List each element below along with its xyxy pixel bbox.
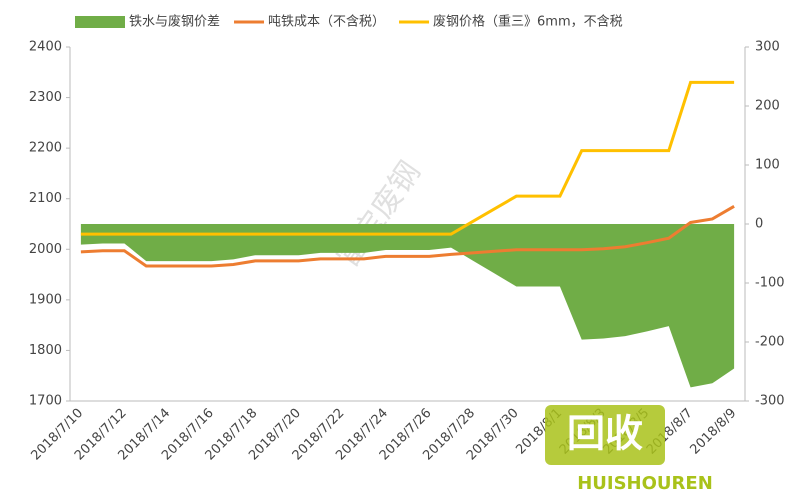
y-tick-label: 1900 [29, 292, 62, 307]
y-tick-label: 2400 [29, 40, 62, 55]
line [80, 205, 735, 268]
y-tick-label: 2200 [29, 141, 62, 156]
y2-tick-label: 0 [755, 217, 763, 232]
y2-tick-label: 100 [755, 158, 780, 173]
y-tick-label: 2000 [29, 242, 62, 257]
logo-subtitle: HUISHOUREN [577, 473, 713, 494]
line [80, 80, 735, 236]
legend-label: 吨铁成本（不含税） [268, 14, 385, 30]
logo: 回收 [567, 412, 643, 456]
legend-label: 废钢价格（重三》6mm，不含税 [433, 14, 623, 30]
area [80, 224, 735, 388]
y-tick-label: 2300 [29, 90, 62, 105]
y2-tick-label: -300 [755, 394, 785, 409]
logo-box [545, 405, 665, 465]
y-tick-label: 2100 [29, 191, 62, 206]
y2-tick-label: 200 [755, 99, 780, 114]
y2-tick-label: -200 [755, 335, 785, 350]
y-tick-label: 1800 [29, 343, 62, 358]
y2-tick-label: 300 [755, 40, 780, 55]
legend-swatch [75, 16, 125, 28]
legend-label: 铁水与废钢价差 [129, 14, 220, 30]
y2-tick-label: -100 [755, 276, 785, 291]
y-tick-label: 1700 [29, 394, 62, 409]
